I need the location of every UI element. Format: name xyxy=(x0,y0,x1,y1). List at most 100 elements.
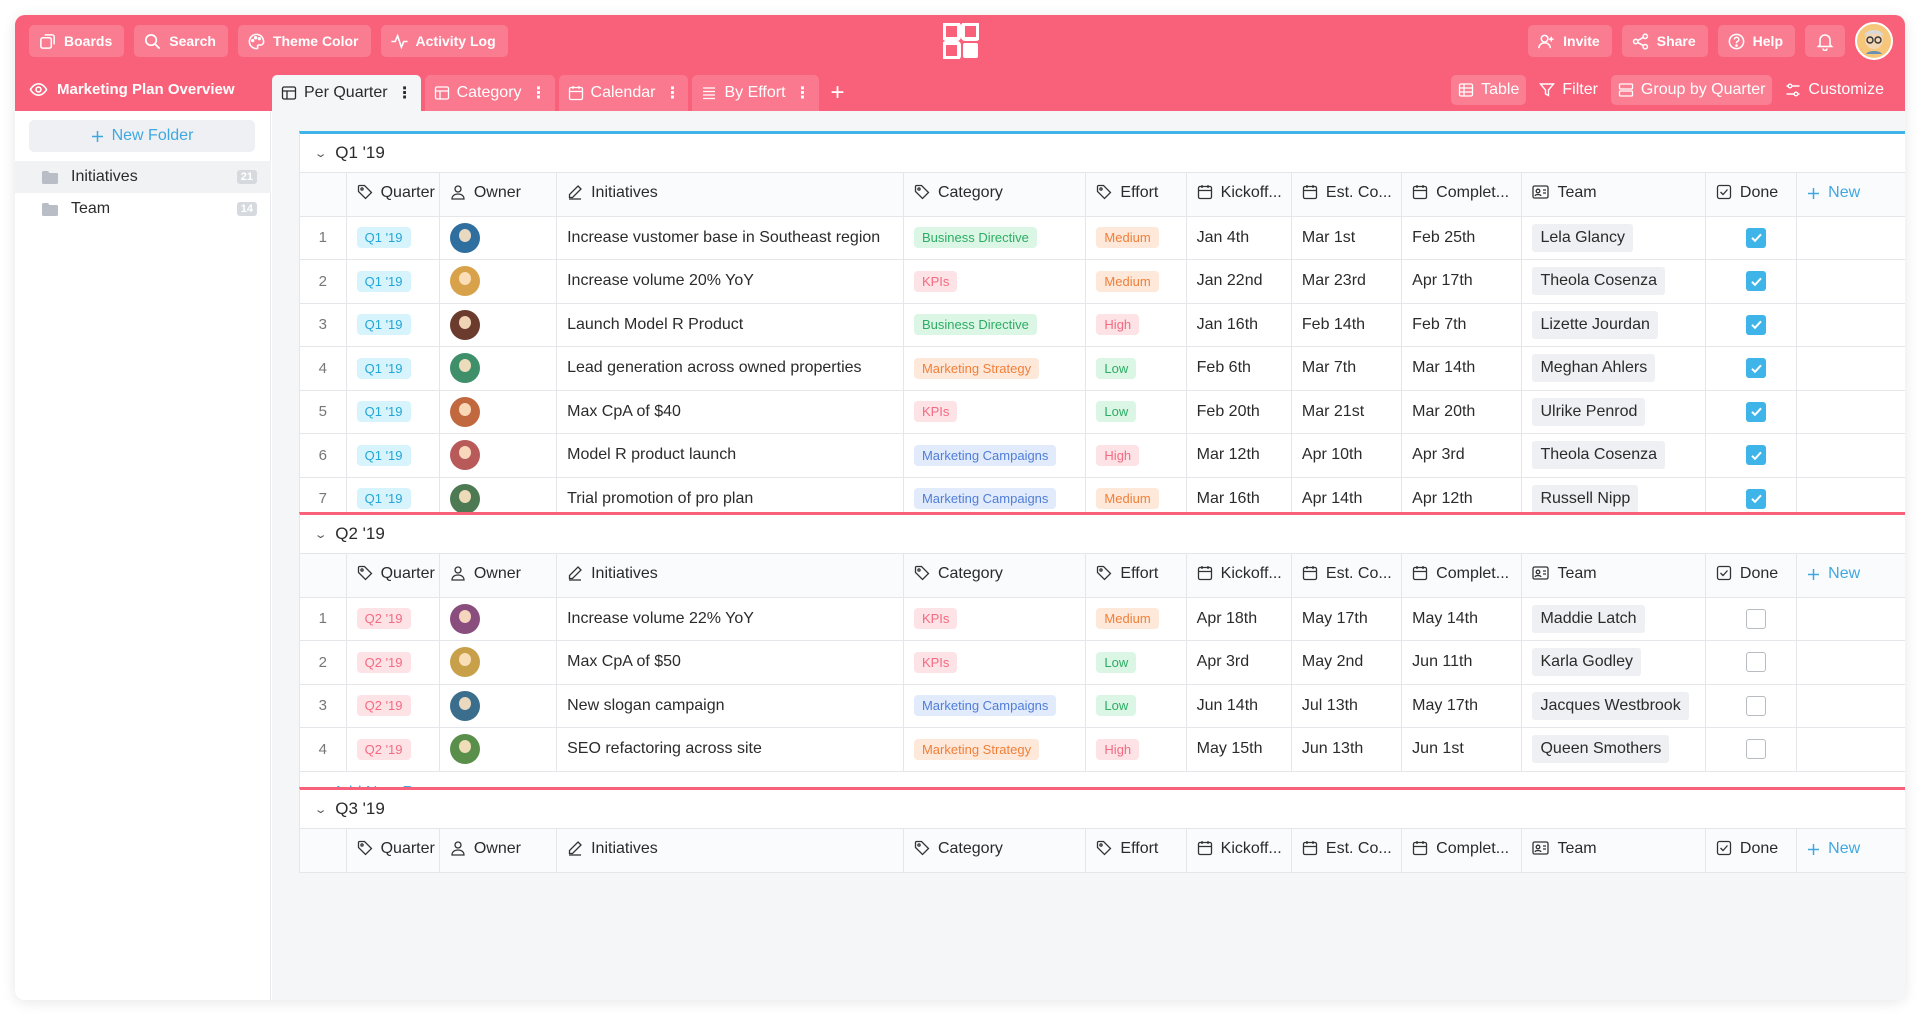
kickoff-cell[interactable]: Jan 16th xyxy=(1185,302,1292,347)
done-cell[interactable] xyxy=(1704,302,1798,347)
column-header-est-completion[interactable]: Est. Co... xyxy=(1290,172,1403,217)
theme-color-button[interactable]: Theme Color xyxy=(237,25,371,57)
owner-cell[interactable] xyxy=(438,640,558,685)
column-header-completed[interactable]: Complet... xyxy=(1401,553,1523,598)
done-checkbox[interactable] xyxy=(1746,739,1767,760)
done-cell[interactable] xyxy=(1704,683,1798,728)
activity-log-button[interactable]: Activity Log xyxy=(380,25,508,57)
table-row[interactable]: 4 Q1 '19 Lead generation across owned prop… xyxy=(300,346,1905,391)
completed-cell[interactable]: Feb 25th xyxy=(1401,215,1523,260)
done-cell[interactable] xyxy=(1704,640,1798,685)
team-cell[interactable]: Ulrike Penrod xyxy=(1521,389,1706,434)
team-cell[interactable]: Queen Smothers xyxy=(1521,727,1706,772)
column-header-kickoff[interactable]: Kickoff... xyxy=(1185,553,1292,598)
column-header-completed[interactable]: Complet... xyxy=(1401,172,1523,217)
kickoff-cell[interactable]: Jan 22nd xyxy=(1185,259,1292,304)
completed-cell[interactable]: Jun 1st xyxy=(1401,727,1523,772)
group-header[interactable]: ⌄ Q1 '19 xyxy=(300,134,1905,172)
column-header-quarter[interactable]: Quarter xyxy=(345,172,440,217)
done-checkbox-checked[interactable] xyxy=(1746,401,1767,422)
add-column-button[interactable]: New xyxy=(1796,828,1905,873)
column-header-category[interactable]: Category xyxy=(902,172,1087,217)
team-cell[interactable]: Karla Godley xyxy=(1521,640,1706,685)
est-completion-cell[interactable]: Feb 14th xyxy=(1290,302,1403,347)
completed-cell[interactable]: Feb 7th xyxy=(1401,302,1523,347)
column-header-quarter[interactable]: Quarter xyxy=(345,828,440,873)
quarter-cell[interactable]: Q1 '19 xyxy=(345,259,440,304)
done-cell[interactable] xyxy=(1704,727,1798,772)
category-cell[interactable]: KPIs xyxy=(902,389,1087,434)
completed-cell[interactable]: Mar 20th xyxy=(1401,389,1523,434)
group-by-button[interactable]: Group by Quarter xyxy=(1610,75,1773,105)
sidebar-item-team[interactable]: Team 14 xyxy=(15,193,271,225)
effort-cell[interactable]: Medium xyxy=(1085,596,1187,641)
done-checkbox-checked[interactable] xyxy=(1746,227,1767,248)
add-column-button[interactable]: New xyxy=(1796,172,1905,217)
category-cell[interactable]: Marketing Strategy xyxy=(902,727,1087,772)
est-completion-cell[interactable]: Jul 13th xyxy=(1290,683,1403,728)
owner-cell[interactable] xyxy=(438,727,558,772)
est-completion-cell[interactable]: Mar 7th xyxy=(1290,346,1403,391)
column-header-done[interactable]: Done xyxy=(1704,172,1798,217)
table-row[interactable]: 1 Q2 '19 Increase volume 22% YoY KPIs Medium… xyxy=(300,596,1905,641)
category-cell[interactable]: Marketing Campaigns xyxy=(902,433,1087,478)
done-checkbox-checked[interactable] xyxy=(1746,271,1767,292)
effort-cell[interactable]: High xyxy=(1085,433,1187,478)
quarter-cell[interactable]: Q1 '19 xyxy=(345,215,440,260)
est-completion-cell[interactable]: Mar 23rd xyxy=(1290,259,1403,304)
search-button[interactable]: Search xyxy=(134,25,228,57)
completed-cell[interactable]: Apr 17th xyxy=(1401,259,1523,304)
team-cell[interactable]: Theola Cosenza xyxy=(1521,259,1706,304)
owner-cell[interactable] xyxy=(438,596,558,641)
tab-menu-icon[interactable]: ⋮ xyxy=(396,85,413,102)
column-header-done[interactable]: Done xyxy=(1704,553,1798,598)
initiative-cell[interactable]: Max CpA of $40 xyxy=(556,389,904,434)
share-button[interactable]: Share xyxy=(1621,25,1708,57)
quarter-cell[interactable]: Q2 '19 xyxy=(345,596,440,641)
done-checkbox-checked[interactable] xyxy=(1746,488,1767,509)
est-completion-cell[interactable]: May 2nd xyxy=(1290,640,1403,685)
category-cell[interactable]: Business Directive xyxy=(902,215,1087,260)
new-folder-button[interactable]: New Folder xyxy=(29,120,255,152)
done-checkbox-checked[interactable] xyxy=(1746,314,1767,335)
user-avatar[interactable] xyxy=(1855,22,1893,60)
quarter-cell[interactable]: Q2 '19 xyxy=(345,640,440,685)
column-header-kickoff[interactable]: Kickoff... xyxy=(1185,828,1292,873)
tab-menu-icon[interactable]: ⋮ xyxy=(530,85,547,102)
quarter-cell[interactable]: Q1 '19 xyxy=(345,302,440,347)
sidebar-item-initiatives[interactable]: Initiatives 21 xyxy=(15,161,271,193)
effort-cell[interactable]: High xyxy=(1085,727,1187,772)
effort-cell[interactable]: Medium xyxy=(1085,259,1187,304)
quarter-cell[interactable]: Q1 '19 xyxy=(345,346,440,391)
initiative-cell[interactable]: Increase volume 22% YoY xyxy=(556,596,904,641)
done-cell[interactable] xyxy=(1704,259,1798,304)
table-view-button[interactable]: Table xyxy=(1451,75,1527,105)
quarter-cell[interactable]: Q2 '19 xyxy=(345,683,440,728)
done-checkbox[interactable] xyxy=(1746,608,1767,629)
effort-cell[interactable]: Low xyxy=(1085,389,1187,434)
column-header-owner[interactable]: Owner xyxy=(438,553,558,598)
table-row[interactable]: 4 Q2 '19 SEO refactoring across site Market… xyxy=(300,727,1905,772)
chevron-down-icon[interactable]: ⌄ xyxy=(313,528,328,541)
column-header-owner[interactable]: Owner xyxy=(438,828,558,873)
filter-button[interactable]: Filter xyxy=(1532,75,1605,105)
kickoff-cell[interactable]: Apr 3rd xyxy=(1185,640,1292,685)
team-cell[interactable]: Jacques Westbrook xyxy=(1521,683,1706,728)
effort-cell[interactable]: Low xyxy=(1085,683,1187,728)
kickoff-cell[interactable]: Feb 20th xyxy=(1185,389,1292,434)
column-header-category[interactable]: Category xyxy=(902,553,1087,598)
effort-cell[interactable]: Medium xyxy=(1085,215,1187,260)
column-header-est-completion[interactable]: Est. Co... xyxy=(1290,828,1403,873)
column-header-quarter[interactable]: Quarter xyxy=(345,553,440,598)
notifications-button[interactable] xyxy=(1805,25,1845,57)
help-button[interactable]: Help xyxy=(1717,25,1795,57)
chevron-down-icon[interactable]: ⌄ xyxy=(313,803,328,816)
table-row[interactable]: 6 Q1 '19 Model R product launch Marketing C… xyxy=(300,433,1905,478)
est-completion-cell[interactable]: Mar 1st xyxy=(1290,215,1403,260)
est-completion-cell[interactable]: Apr 10th xyxy=(1290,433,1403,478)
column-header-team[interactable]: Team xyxy=(1521,172,1706,217)
board-title[interactable]: Marketing Plan Overview xyxy=(29,68,235,111)
column-header-owner[interactable]: Owner xyxy=(438,172,558,217)
kickoff-cell[interactable]: Mar 12th xyxy=(1185,433,1292,478)
table-row[interactable]: 5 Q1 '19 Max CpA of $40 KPIs Low Feb 20th Mar … xyxy=(300,389,1905,434)
